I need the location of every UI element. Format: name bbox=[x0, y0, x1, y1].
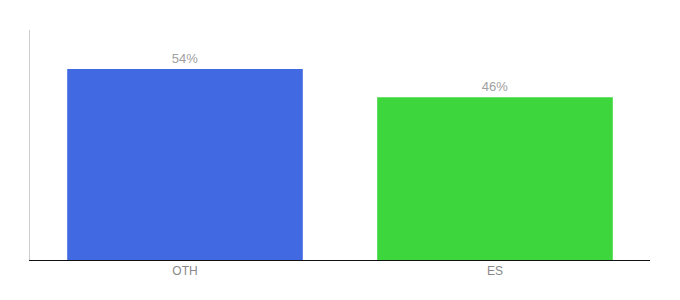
svg-text:46%: 46% bbox=[482, 79, 508, 94]
svg-text:54%: 54% bbox=[172, 51, 198, 66]
svg-text:OTH: OTH bbox=[172, 264, 197, 278]
svg-text:ES: ES bbox=[487, 264, 503, 278]
